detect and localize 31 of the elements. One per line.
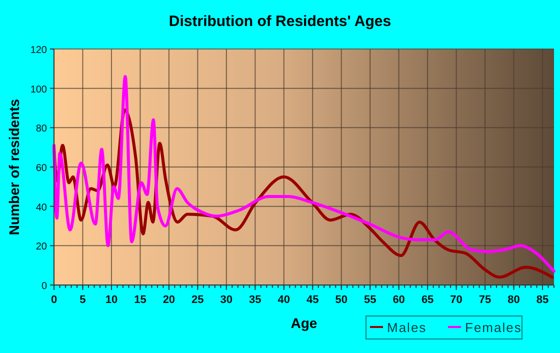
x-tick-label: 15: [134, 294, 146, 306]
legend-label: Males: [387, 320, 427, 335]
y-tick-label: 80: [36, 124, 48, 135]
x-tick-label: 30: [220, 294, 233, 306]
chart-title: Distribution of Residents' Ages: [168, 13, 392, 30]
x-tick-label: 50: [335, 294, 348, 306]
x-tick-label: 60: [392, 294, 405, 306]
x-tick-label: 80: [508, 294, 520, 306]
x-tick-label: 0: [50, 294, 58, 306]
y-tick-label: 120: [30, 45, 48, 56]
y-tick-label: 20: [36, 242, 48, 253]
legend-label: Females: [465, 320, 522, 335]
x-tick-label: 35: [249, 294, 262, 306]
x-tick-label: 45: [306, 294, 319, 306]
x-tick-label: 40: [278, 294, 290, 306]
x-tick-label: 55: [364, 294, 376, 306]
line-series: [52, 75, 556, 273]
x-tick-label: 20: [162, 294, 176, 306]
x-axis-title: Age: [290, 315, 318, 331]
x-tick-label: 5: [80, 294, 86, 306]
x-tick-label: 70: [450, 294, 462, 306]
x-tick-label: 10: [105, 294, 118, 306]
y-tick-label: 40: [36, 202, 48, 214]
x-tick-label: 75: [478, 294, 492, 306]
x-tick-label: 65: [421, 294, 434, 306]
y-tick-label: 60: [36, 163, 48, 174]
x-tick-label: 25: [192, 294, 204, 306]
y-tick-label: 100: [30, 84, 48, 96]
y-tick-label: 0: [41, 281, 48, 292]
y-axis-title: Number of residents: [6, 98, 22, 236]
x-tick-label: 85: [536, 294, 549, 306]
